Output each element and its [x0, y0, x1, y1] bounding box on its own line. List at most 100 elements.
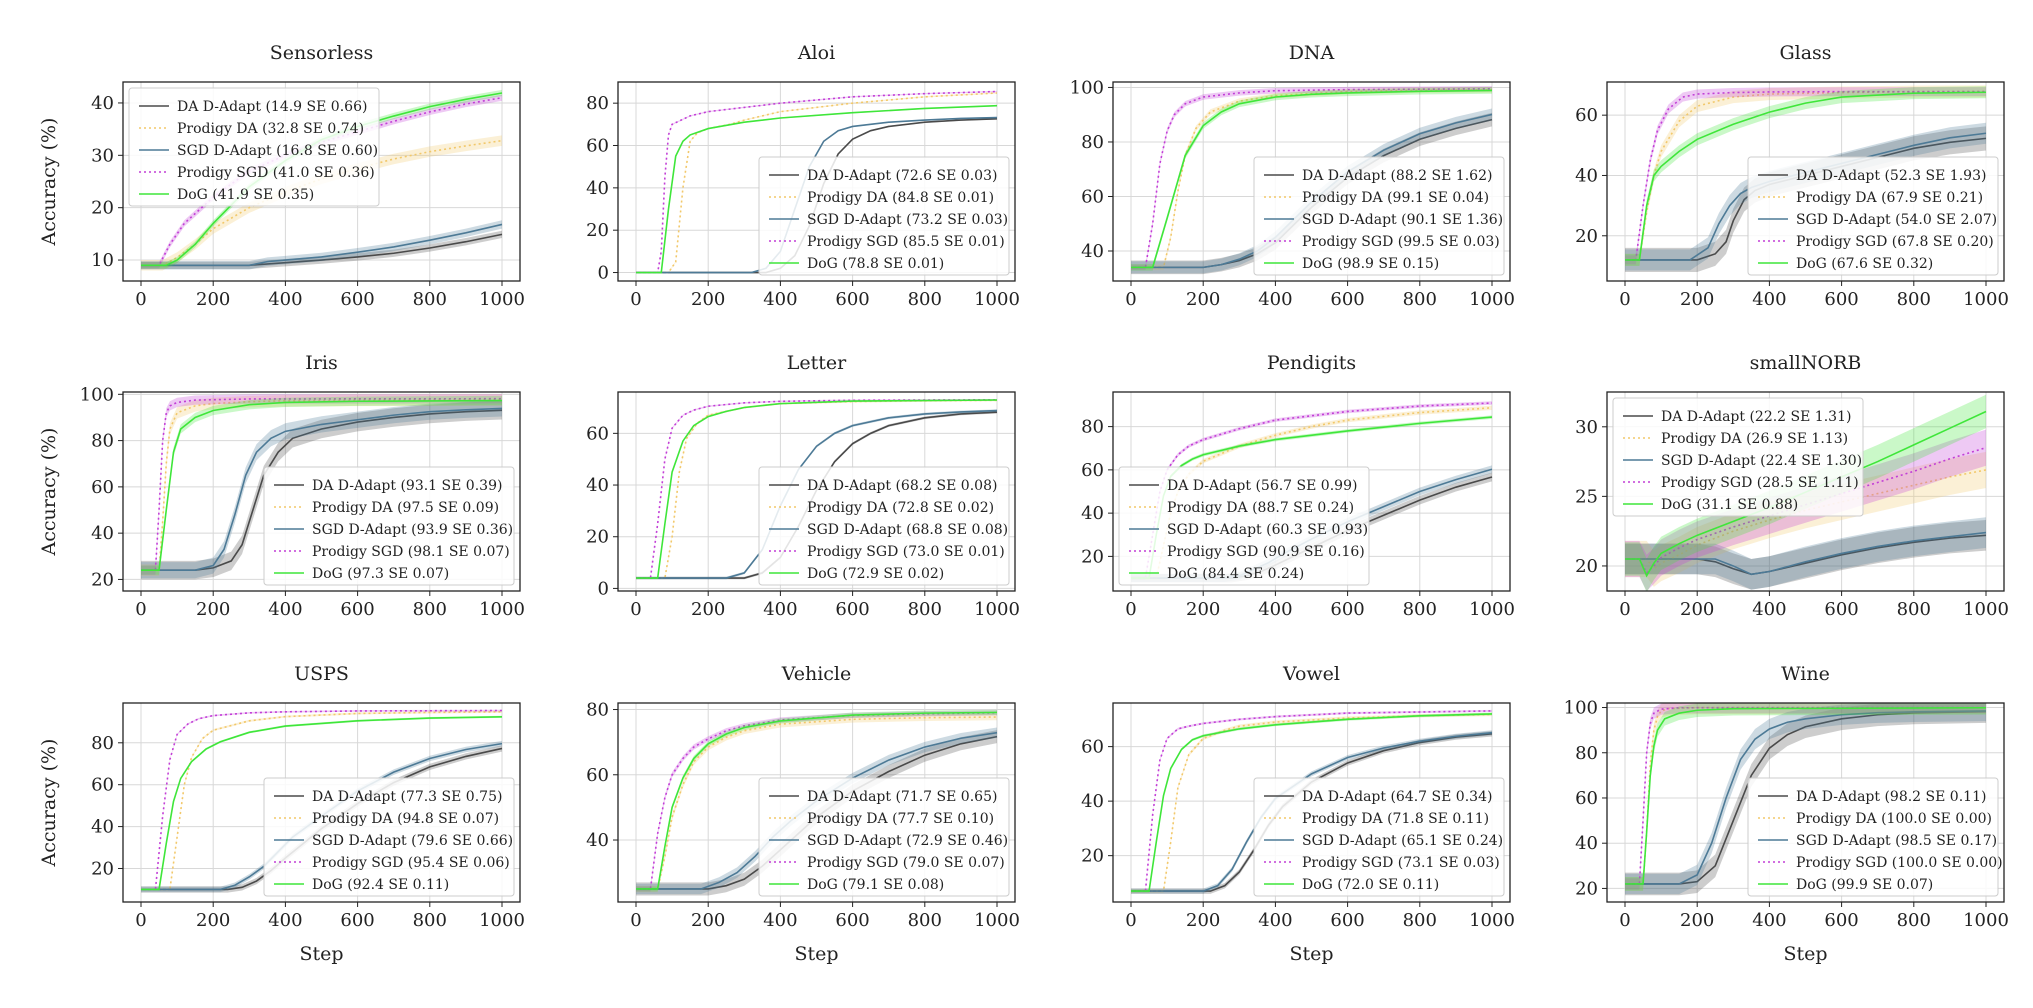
x-tick-label: 400	[763, 910, 797, 931]
legend-entry: Prodigy DA (71.8 SE 0.11)	[1302, 811, 1489, 827]
x-tick-label: 0	[630, 289, 641, 310]
x-tick-label: 200	[1680, 289, 1714, 310]
y-tick-label: 80	[1081, 132, 1104, 153]
x-tick-label: 0	[1125, 599, 1136, 620]
x-tick-label: 1000	[479, 289, 525, 310]
subplot-title: Aloi	[797, 42, 835, 64]
x-tick-label: 600	[1824, 599, 1858, 620]
x-tick-label: 800	[1897, 289, 1931, 310]
series-line-prodigy-sgd	[1131, 402, 1493, 579]
subplot-title: DNA	[1289, 42, 1335, 64]
y-tick-label: 100	[1070, 77, 1104, 98]
plot-frame	[1606, 391, 2005, 592]
y-tick-label: 80	[586, 700, 609, 721]
legend-entry: DoG (72.0 SE 0.11)	[1302, 877, 1439, 893]
y-tick-label: 80	[586, 93, 609, 114]
legend: DA D-Adapt (98.2 SE 0.11) Prodigy DA (100…	[1747, 777, 2003, 897]
plot-frame	[122, 391, 521, 592]
subplot-vehicle: 0 200 400 600 800 1000 40 60 80 Vehicle Step DA D-A…	[586, 663, 1020, 965]
series-layer	[636, 398, 998, 580]
legend-entry: DA D-Adapt (88.2 SE 1.62)	[1302, 168, 1492, 184]
series-line-dog	[1625, 706, 1987, 885]
y-tick-label: 80	[1081, 417, 1104, 438]
y-tick-label: 20	[586, 220, 609, 241]
y-tick-label: 40	[586, 830, 609, 851]
plot-frame	[1112, 81, 1511, 282]
legend-entry: SGD D-Adapt (54.0 SE 2.07)	[1796, 212, 1997, 228]
y-tick-label: 60	[586, 136, 609, 157]
y-tick-label: 20	[91, 858, 114, 879]
x-tick-label: 800	[1403, 910, 1437, 931]
legend-entry: Prodigy SGD (28.5 SE 1.11)	[1661, 475, 1859, 491]
y-tick-label: 20	[91, 569, 114, 590]
series-line-dog	[1131, 713, 1493, 892]
x-tick-label: 800	[1897, 599, 1931, 620]
subplot-sensorless: 0 200 400 600 800 1000 10 20 30 40 Sensorless Accur…	[38, 42, 525, 310]
x-tick-label: 0	[630, 599, 641, 620]
y-tick-label: 20	[1575, 226, 1598, 247]
y-tick-label: 60	[1575, 105, 1598, 126]
legend-entry: Prodigy SGD (79.0 SE 0.07)	[807, 855, 1005, 871]
y-tick-label: 100	[80, 384, 114, 405]
y-tick-label: 20	[1081, 546, 1104, 567]
legend-entry: DA D-Adapt (56.7 SE 0.99)	[1167, 478, 1357, 494]
y-tick-label: 60	[586, 765, 609, 786]
x-tick-label: 800	[1403, 289, 1437, 310]
legend-box	[263, 777, 515, 897]
subplot-title: Letter	[787, 352, 847, 374]
plot-frame	[122, 81, 521, 282]
y-tick-label: 30	[91, 145, 114, 166]
legend-entry: Prodigy SGD (95.4 SE 0.06)	[312, 855, 510, 871]
subplot-title: Sensorless	[270, 42, 374, 64]
legend-entry: Prodigy DA (88.7 SE 0.24)	[1167, 500, 1354, 516]
y-tick-label: 80	[1575, 743, 1598, 764]
series-line-dog	[636, 711, 998, 890]
legend-entry: SGD D-Adapt (73.2 SE 0.03)	[807, 212, 1008, 228]
x-tick-label: 600	[1330, 910, 1364, 931]
x-axis-label: Step	[299, 943, 343, 965]
x-tick-label: 400	[1258, 910, 1292, 931]
series-line-prodigy-sgd	[636, 90, 998, 274]
x-tick-label: 400	[1752, 910, 1786, 931]
legend-entry: DoG (72.9 SE 0.02)	[807, 566, 944, 582]
x-tick-label: 800	[908, 289, 942, 310]
legend-entry: DoG (78.8 SE 0.01)	[807, 256, 944, 272]
legend-entry: Prodigy SGD (100.0 SE 0.00)	[1796, 855, 2003, 871]
legend-entry: DoG (67.6 SE 0.32)	[1796, 256, 1933, 272]
legend-entry: SGD D-Adapt (60.3 SE 0.93)	[1167, 522, 1368, 538]
x-tick-label: 1000	[974, 599, 1020, 620]
legend-entry: DoG (79.1 SE 0.08)	[807, 877, 944, 893]
x-tick-label: 800	[413, 910, 447, 931]
x-tick-label: 600	[835, 289, 869, 310]
legend-entry: DA D-Adapt (72.6 SE 0.03)	[807, 168, 997, 184]
x-tick-label: 200	[1186, 910, 1220, 931]
legend-entry: Prodigy DA (97.5 SE 0.09)	[312, 500, 499, 516]
series-line-dog	[141, 399, 503, 571]
legend-entry: Prodigy DA (77.7 SE 0.10)	[807, 811, 994, 827]
legend-entry: SGD D-Adapt (90.1 SE 1.36)	[1302, 212, 1503, 228]
x-tick-label: 1000	[479, 910, 525, 931]
y-tick-label: 60	[1081, 460, 1104, 481]
legend-entry: DoG (92.4 SE 0.11)	[312, 877, 449, 893]
x-tick-label: 0	[1125, 910, 1136, 931]
legend-entry: DoG (31.1 SE 0.88)	[1661, 497, 1798, 513]
y-axis-label: Accuracy (%)	[38, 428, 60, 557]
plot-frame	[1606, 702, 2005, 903]
legend: DA D-Adapt (56.7 SE 0.99) Prodigy DA (88.…	[1118, 466, 1370, 586]
series-band-dog	[1625, 703, 1986, 891]
y-tick-label: 20	[1081, 846, 1104, 867]
y-tick-label: 30	[1575, 417, 1598, 438]
subplot-title: Vehicle	[781, 663, 852, 685]
x-tick-label: 200	[691, 599, 725, 620]
series-line-prodigy-da	[1625, 469, 1987, 570]
subplot-title: Glass	[1779, 42, 1831, 64]
legend: DA D-Adapt (14.9 SE 0.66) Prodigy DA (32.…	[128, 87, 380, 207]
series-line-dog	[1131, 89, 1493, 269]
series-line-sgd-d-adapt	[636, 409, 998, 579]
series-band-prodigy-da	[141, 135, 502, 271]
legend-entry: SGD D-Adapt (68.8 SE 0.08)	[807, 522, 1008, 538]
x-tick-label: 1000	[1963, 910, 2009, 931]
series-line-prodigy-da	[636, 92, 998, 274]
x-tick-label: 0	[1619, 599, 1630, 620]
subplot-title: smallNORB	[1750, 352, 1862, 374]
